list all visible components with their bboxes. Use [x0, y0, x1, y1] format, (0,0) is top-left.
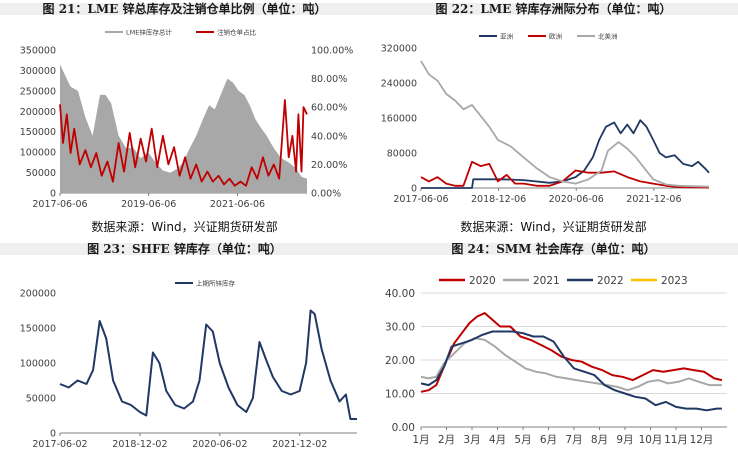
x-tick-label: 12月	[690, 434, 714, 446]
x-tick-label: 6月	[540, 434, 557, 446]
chart22-title: 图 22：LME 锌库存洲际分布（单位：吨）	[435, 2, 672, 16]
y-tick-label: 160000	[381, 114, 417, 125]
y-tick-label: 20.00	[385, 355, 415, 367]
y-tick-label: 250000	[20, 86, 56, 97]
y-tick-label: 50000	[26, 394, 56, 405]
y2-tick-label: 60.00%	[311, 103, 347, 114]
legend-label: 北美洲	[598, 32, 618, 41]
series-line-欧洲	[420, 160, 710, 189]
legend-label: 2022	[597, 275, 624, 287]
y-tick-label: 150000	[20, 127, 56, 138]
y-tick-label: 320000	[381, 44, 417, 55]
legend-label: 亚洲	[500, 33, 513, 41]
y-tick-label: 80000	[387, 149, 417, 160]
x-tick-label: 10月	[639, 434, 663, 446]
legend-label: 注销仓单占比	[217, 28, 257, 37]
chart21-svg: 0 50000 100000 150000 200000 250000 300000 3500…	[20, 28, 354, 211]
series-line-亚洲	[421, 119, 710, 189]
y-tick-label: 240000	[381, 79, 417, 90]
x-tick-label: 2020-06-06	[549, 194, 604, 205]
y2-tick-label: 80.00%	[311, 74, 347, 85]
chart22-panel: 图 22：LME 锌库存洲际分布（单位：吨） 0 80000 160000 24000…	[369, 0, 738, 240]
y-tick-label: 200000	[20, 107, 56, 118]
legend-label: 上期所锌库存	[196, 279, 236, 288]
chart24-title: 图 24：SMM 社会库存（单位：吨）	[451, 242, 656, 256]
y-tick-label: 0	[50, 429, 56, 440]
y-tick-label: 150000	[20, 324, 56, 335]
chart21-title-bar	[0, 3, 369, 15]
x-tick-label: 2021-12-06	[626, 194, 681, 205]
x-tick-label: 3月	[463, 434, 480, 446]
legend-label: LME锌库存总计	[126, 28, 172, 37]
x-tick-label: 2017-06-02	[32, 439, 87, 450]
x-tick-label: 2021-12-02	[272, 439, 327, 450]
series-line-上期所锌库存	[59, 309, 357, 420]
y2-tick-label: 40.00%	[311, 131, 347, 142]
legend-label: 欧洲	[549, 32, 562, 41]
y2-tick-label: 100.00%	[311, 46, 353, 57]
series-line-2022	[420, 330, 722, 412]
x-tick-label: 11月	[664, 434, 688, 446]
y-tick-label: 10.00	[385, 389, 415, 401]
chart23-title-bar	[0, 243, 369, 255]
chart22-source: 数据来源：Wind，兴证期货研发部	[460, 220, 647, 234]
x-tick-label: 2017-06-06	[32, 199, 87, 210]
y-tick-label: 0	[50, 189, 56, 200]
y-tick-label: 0	[411, 184, 417, 195]
x-tick-label: 5月	[514, 434, 531, 446]
chart21-source: 数据来源：Wind，兴证期货研发部	[91, 220, 278, 234]
series-line-注销仓单占比	[59, 99, 308, 187]
chart22-title-bar	[369, 3, 738, 15]
y-tick-label: 200000	[20, 289, 56, 300]
chart21-title: 图 21：LME 锌总库存及注销仓单比例（单位：吨）	[42, 2, 327, 16]
y-tick-label: 0.00	[392, 422, 415, 434]
chart22-svg: 0 80000 160000 240000 320000 2017-06-06 2018-1…	[381, 32, 710, 205]
legend-label: 2021	[533, 275, 560, 287]
chart24-panel: 图 24：SMM 社会库存（单位：吨） 0.00 10.00 20.00 30.00 4…	[369, 238, 738, 459]
legend-label: 2020	[469, 275, 496, 287]
x-tick-label: 2020-06-02	[192, 439, 247, 450]
chart21-panel: 图 21：LME 锌总库存及注销仓单比例（单位：吨） 0 50000 100000 1…	[0, 0, 369, 240]
x-tick-label: 7月	[565, 434, 582, 446]
y-tick-label: 40.00	[385, 288, 415, 300]
chart24-title-bar	[369, 243, 738, 255]
x-tick-label: 2017-06-06	[393, 194, 448, 205]
x-tick-label: 2018-12-02	[112, 439, 167, 450]
y-tick-label: 50000	[26, 168, 56, 179]
y2-tick-label: 0.00%	[311, 189, 341, 200]
x-tick-label: 4月	[489, 434, 506, 446]
y2-tick-label: 20.00%	[311, 160, 347, 171]
x-tick-label: 2018-12-06	[471, 194, 526, 205]
x-tick-label: 9月	[616, 434, 633, 446]
legend-label: 2023	[661, 275, 688, 287]
x-tick-label: 2021-06-06	[210, 199, 265, 210]
chart23-svg: 0 50000 100000 150000 200000 2017-06-02 2018-1…	[20, 279, 357, 450]
y-tick-label: 350000	[20, 46, 56, 57]
series-line-2020	[420, 312, 723, 393]
y-tick-label: 100000	[20, 359, 56, 370]
x-tick-label: 2月	[438, 434, 455, 446]
x-tick-label: 2019-06-06	[121, 199, 176, 210]
x-tick-label: 8月	[591, 434, 608, 446]
y-tick-label: 100000	[20, 148, 56, 159]
y-tick-label: 300000	[20, 66, 56, 77]
chart23-title: 图 23：SHFE 锌库存（单位：吨）	[87, 242, 282, 256]
series-line-北美洲	[420, 60, 710, 188]
chart24-svg: 0.00 10.00 20.00 30.00 40.00 1月 2月 3月 4月 5月 6月 7月 8月…	[385, 275, 727, 446]
chart23-panel: 图 23：SHFE 锌库存（单位：吨） 0 50000 100000 150000 20…	[0, 238, 369, 459]
y-tick-label: 30.00	[385, 322, 415, 334]
x-tick-label: 1月	[412, 434, 429, 446]
